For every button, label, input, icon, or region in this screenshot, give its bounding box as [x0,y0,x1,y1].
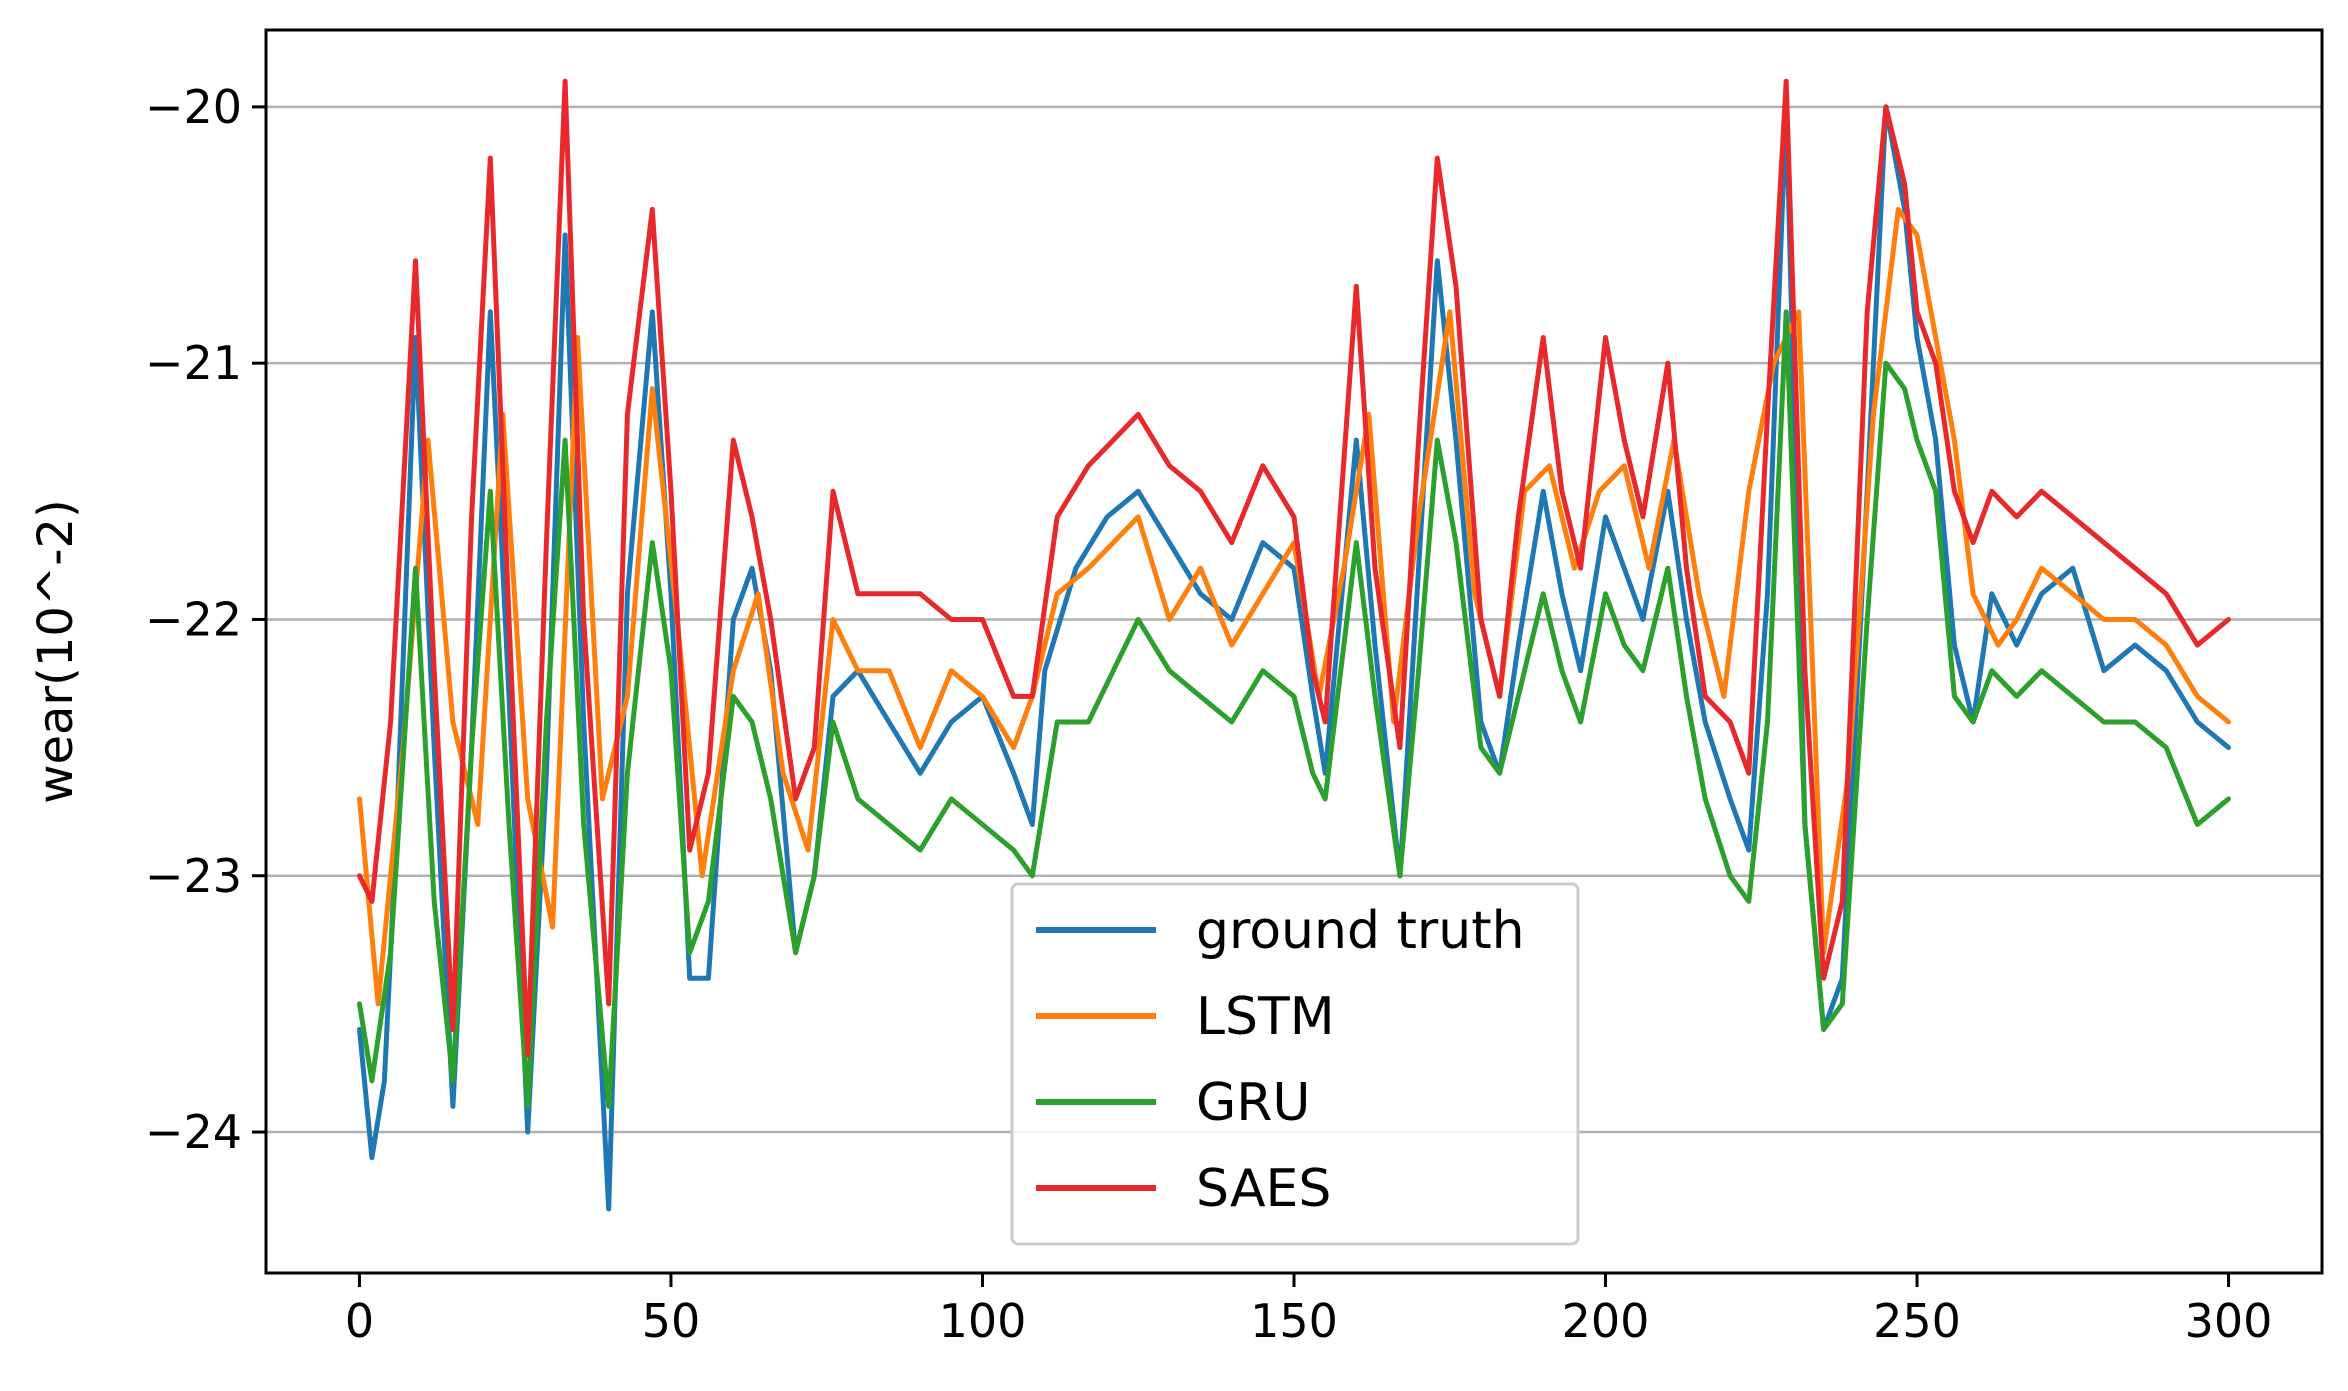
series-lines [357,78,2231,1212]
x-tick-label: 100 [939,1294,1027,1348]
y-tick-label: −24 [145,1105,242,1159]
x-tick-label: 0 [345,1294,374,1348]
x-tick-label: 300 [2185,1294,2273,1348]
x-tick-label: 150 [1250,1294,1338,1348]
legend: ground truth LSTM GRU SAES [1010,882,1580,1246]
y-tick-label: −21 [145,336,242,390]
x-tick-label: 250 [1873,1294,1961,1348]
y-tick-label: −23 [145,849,242,903]
legend-label: GRU [1196,1073,1311,1133]
series-line-saes [357,78,2231,1058]
y-tick-label: −22 [145,592,242,646]
legend-box [1010,882,1580,1246]
legend-label: ground truth [1196,901,1525,961]
legend-label: SAES [1196,1159,1331,1219]
y-axis-ticks: −20 −21 −22 −23 −24 [145,80,266,1159]
y-axis-label: wear(10^-2) [28,499,84,804]
y-tick-label: −20 [145,80,242,134]
x-axis-ticks: 0 50 100 150 200 250 300 [345,1273,2273,1348]
x-tick-label: 200 [1562,1294,1650,1348]
series-line-gru [357,309,2231,1109]
x-tick-label: 50 [642,1294,701,1348]
legend-label: LSTM [1196,987,1335,1047]
